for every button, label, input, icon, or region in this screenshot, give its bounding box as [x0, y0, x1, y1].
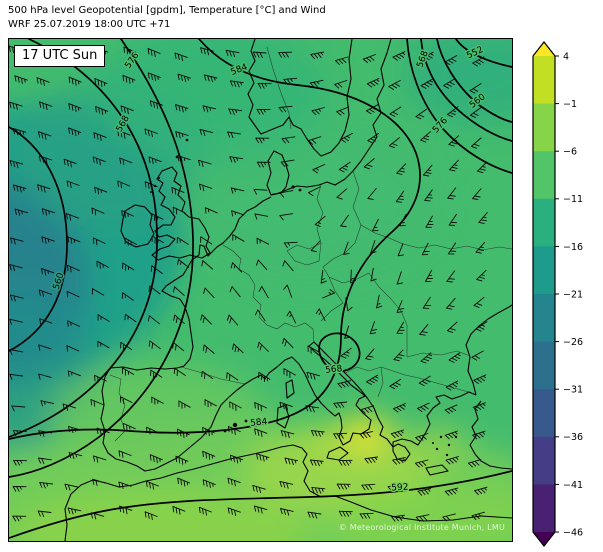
colorbar-tick-label: −26 — [563, 337, 583, 348]
colorbar-ticks: 4 −1 −6 −11 −16 −21 −26 −31 −36 −41 −46 — [555, 51, 583, 538]
watermark: © Meteorological Institute Munich, LMU — [338, 523, 505, 532]
contour-568-west — [9, 39, 158, 438]
contour-label: 592 — [391, 483, 409, 494]
contour-568-closed-low — [318, 332, 361, 372]
weather-map: 576 568 560 584 552 568 560 576 568 584 592 17 UTC… — [8, 38, 513, 542]
colorbar-tick-label: −21 — [563, 289, 583, 300]
colorbar-tick-label: −16 — [563, 242, 583, 253]
colorbar-tick-label: −46 — [563, 527, 583, 538]
colorbar-bands — [532, 41, 556, 547]
colorbar-canvas: 4 −1 −6 −11 −16 −21 −26 −31 −36 −41 −46 — [532, 41, 583, 547]
contour-592 — [9, 470, 512, 539]
contour-584 — [9, 39, 421, 440]
contour-576-northeast — [406, 39, 512, 174]
contour-label: 568 — [325, 364, 343, 376]
contour-label: 584 — [250, 417, 268, 429]
chart-subtitle: WRF 25.07.2019 18:00 UTC +71 — [8, 19, 171, 30]
chart-title: 500 hPa level Geopotential [gpdm], Tempe… — [8, 5, 326, 16]
geopotential-contours — [9, 39, 512, 539]
coastlines — [64, 39, 512, 541]
contour-560-northeast — [436, 39, 512, 123]
colorbar-tick-label: −6 — [563, 147, 577, 158]
colorbar-tick-label: −1 — [563, 99, 577, 110]
contour-560-west — [9, 126, 68, 352]
colorbar-tick-label: −11 — [563, 194, 583, 205]
colorbar-tick-label: −41 — [563, 480, 583, 491]
contour-552 — [455, 39, 512, 68]
valid-time-label: 17 UTC Sun — [14, 45, 106, 67]
colorbar-tick-label: −31 — [563, 385, 583, 396]
contour-576-west — [9, 39, 194, 478]
contour-568-northeast — [420, 39, 512, 142]
colorbar-tick-label: −36 — [563, 432, 583, 443]
colorbar-tick-label: 4 — [563, 51, 569, 62]
temperature-colorbar: 4 −1 −6 −11 −16 −21 −26 −31 −36 −41 −46 — [527, 38, 603, 552]
